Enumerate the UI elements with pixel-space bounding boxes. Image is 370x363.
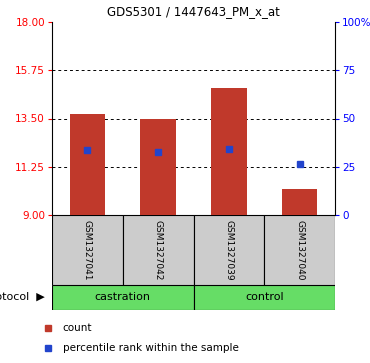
Bar [52, 285, 194, 310]
Title: GDS5301 / 1447643_PM_x_at: GDS5301 / 1447643_PM_x_at [107, 5, 280, 18]
Bar [211, 88, 246, 215]
Text: GSM1327042: GSM1327042 [154, 220, 163, 280]
Text: GSM1327041: GSM1327041 [83, 220, 92, 280]
Bar [264, 215, 335, 285]
Text: GSM1327039: GSM1327039 [224, 220, 233, 280]
Text: GSM1327040: GSM1327040 [295, 220, 304, 280]
Bar [52, 215, 123, 285]
Bar [70, 114, 105, 215]
Bar [282, 189, 317, 215]
Text: control: control [245, 293, 283, 302]
Bar [123, 215, 194, 285]
Text: protocol  ▶: protocol ▶ [0, 293, 45, 302]
Bar [141, 119, 176, 215]
Text: castration: castration [95, 293, 151, 302]
Text: percentile rank within the sample: percentile rank within the sample [63, 343, 238, 353]
Bar [194, 215, 264, 285]
Bar [194, 285, 335, 310]
Text: count: count [63, 323, 92, 333]
